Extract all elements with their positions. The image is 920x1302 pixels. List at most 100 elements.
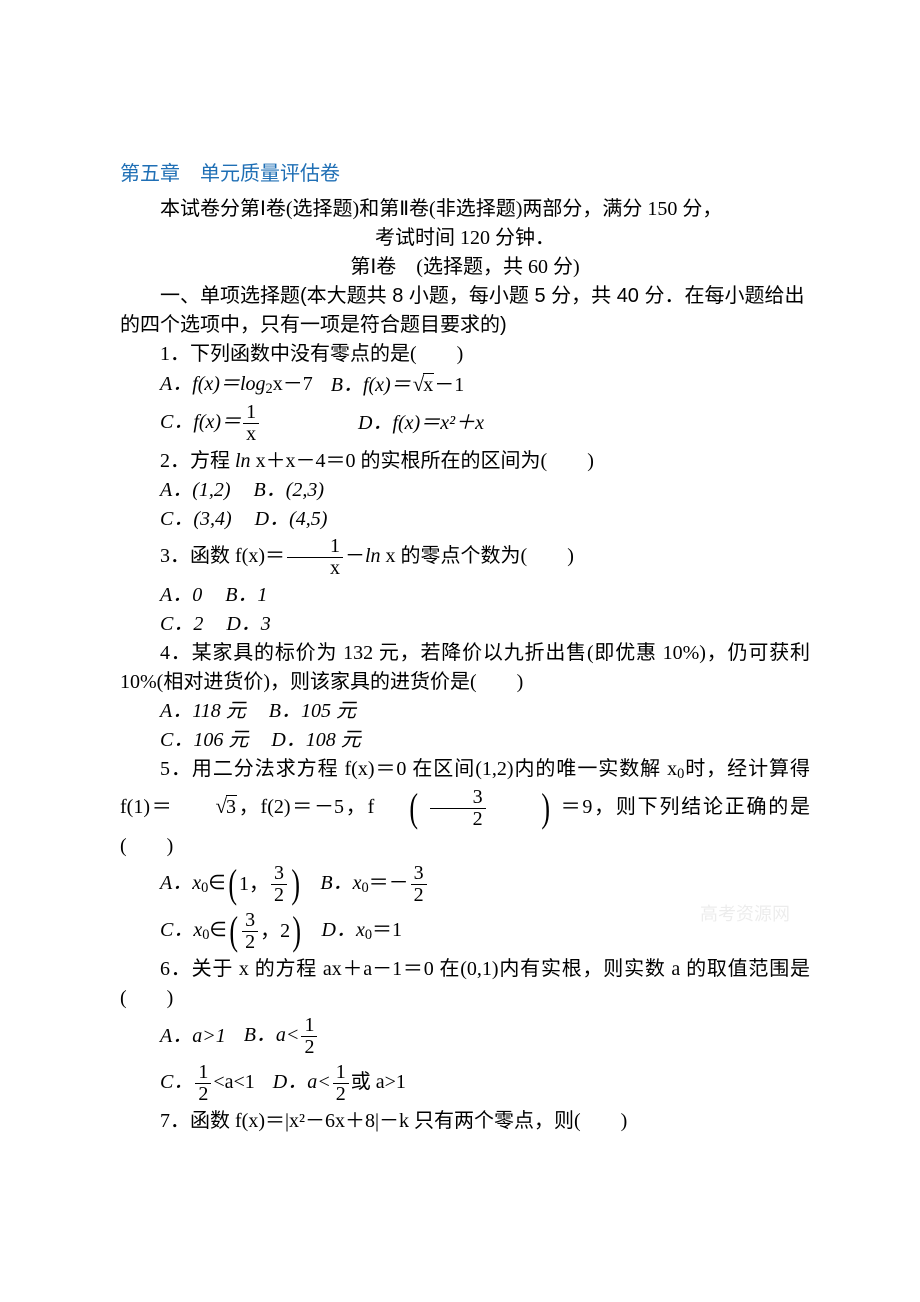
q6C-n: 1 <box>195 1062 211 1083</box>
q2-optA: A．(1,2) <box>160 479 231 501</box>
q1-optB-pre: B．f(x)＝ <box>331 374 411 396</box>
q2-row1: A．(1,2) B．(2,3) <box>120 476 810 505</box>
q5-optD: D．x0＝1 <box>322 916 403 946</box>
fraction-icon: 32 <box>271 863 287 906</box>
fraction-icon: 12 <box>195 1062 211 1105</box>
q2-post: x＋x－4＝0 的实根所在的区间为( ) <box>251 450 594 472</box>
q6-optD: D．a<12或 a>1 <box>273 1060 406 1107</box>
q1-optB-rad: x <box>423 373 434 396</box>
q5-optC: C．x0∈(32，2) <box>160 908 304 955</box>
q5C-ad: 2 <box>242 931 258 953</box>
q5-row1: A．x0∈(1，32) B．x0＝－32 <box>120 861 810 908</box>
q5B-d: 2 <box>411 884 427 906</box>
comma: ， <box>260 917 280 946</box>
q4-optD: D．108 元 <box>271 729 360 751</box>
q5C-mid: ∈ <box>209 919 226 941</box>
q3-pre: 3．函数 f(x)＝ <box>160 545 285 567</box>
q2-optB: B．(2,3) <box>254 479 325 501</box>
q1-optB-post: －1 <box>434 374 464 396</box>
fraction-icon: 12 <box>333 1062 349 1105</box>
q6C-d: 2 <box>195 1083 211 1105</box>
paren-block: (1，32) <box>226 861 303 908</box>
q5-row2: C．x0∈(32，2) D．x0＝1 <box>120 908 810 955</box>
q1-optA: A．f(x)＝log2x－7 <box>160 370 313 400</box>
intro-line-2: 考试时间 120 分钟． <box>120 224 810 253</box>
q3-optA: A．0 <box>160 584 202 606</box>
q5-mid2: ，f(2)＝－5，f <box>237 796 374 818</box>
sqrt-icon: x <box>411 369 435 400</box>
q6D-post: 或 a>1 <box>351 1071 406 1093</box>
q6D-n: 1 <box>333 1062 349 1083</box>
fraction-icon: 12 <box>301 1015 317 1058</box>
q6-row2: C．12<a<1 D．a<12或 a>1 <box>120 1060 810 1107</box>
fraction-icon: 1x <box>243 402 259 445</box>
q3-post: x 的零点个数为( ) <box>381 545 574 567</box>
q5-stem: 5．用二分法求方程 f(x)＝0 在区间(1,2)内的唯一实数解 x0时，经计算… <box>120 755 810 861</box>
q3-row2: C．2 D．3 <box>120 610 810 639</box>
q7-stem: 7．函数 f(x)＝|x²－6x＋8|－k 只有两个零点，则( ) <box>120 1107 810 1136</box>
q4-optB: B．105 元 <box>269 700 356 722</box>
q3-optC: C．2 <box>160 613 203 635</box>
q1-optA-post: x－7 <box>273 373 313 395</box>
q3-row1: A．0 B．1 <box>120 581 810 610</box>
q6C-post: <a<1 <box>213 1071 254 1093</box>
q4-optC: C．106 元 <box>160 729 248 751</box>
q5A-pre: A．x <box>160 872 201 894</box>
q5C-an: 3 <box>242 910 258 931</box>
q6D-pre: D．a< <box>273 1071 331 1093</box>
q3-ln: ln <box>365 545 381 567</box>
q1-options-row1: A．f(x)＝log2x－7 B．f(x)＝ x－1 <box>120 369 810 400</box>
q5A-bd: 2 <box>271 884 287 906</box>
q5A-mid: ∈ <box>208 872 225 894</box>
q5B-mid: ＝－ <box>369 872 409 894</box>
q5-fn: 3 <box>430 787 486 808</box>
q5-optB: B．x0＝－32 <box>320 861 428 908</box>
comma: ， <box>249 870 269 899</box>
q6-optB: B．a<12 <box>244 1013 320 1060</box>
q5A-bn: 3 <box>271 863 287 884</box>
q5-optA: A．x0∈(1，32) <box>160 861 302 908</box>
fraction-icon: 32 <box>242 910 258 953</box>
q3-mid: － <box>345 545 365 567</box>
section-1-run1: 一、单项选择题(本大题共 8 小题，每小题 5 分，共 40 分． <box>160 285 685 307</box>
q2-pre: 2．方程 <box>160 450 235 472</box>
q1-optA-pre: A．f(x)＝ <box>160 373 240 395</box>
q4-stem: 4．某家具的标价为 132 元，若降价以九折出售(即优惠 10%)，仍可获利 1… <box>120 639 810 697</box>
q2-optD: D．(4,5) <box>255 508 328 530</box>
q6D-d: 2 <box>333 1083 349 1105</box>
q1-stem: 1．下列函数中没有零点的是( ) <box>120 340 810 369</box>
q5B-sub: 0 <box>361 880 368 896</box>
q6B-pre: B．a< <box>244 1024 300 1046</box>
q5D-pre: D．x <box>322 919 365 941</box>
q5D-post: ＝1 <box>372 919 402 941</box>
q5-fd: 2 <box>430 808 486 830</box>
q6B-n: 1 <box>301 1015 317 1036</box>
q1-optA-log: log <box>240 373 266 395</box>
q2-optC: C．(3,4) <box>160 508 232 530</box>
q5B-n: 3 <box>411 863 427 884</box>
q2-row2: C．(3,4) D．(4,5) <box>120 505 810 534</box>
chapter-title: 第五章 单元质量评估卷 <box>120 160 810 189</box>
exam-page: 第五章 单元质量评估卷 本试卷分第Ⅰ卷(选择题)和第Ⅱ卷(非选择题)两部分，满分… <box>0 0 920 1196</box>
q6-stem: 6．关于 x 的方程 ax＋a－1＝0 在(0,1)内有实根，则实数 a 的取值… <box>120 955 810 1013</box>
q4-optA: A．118 元 <box>160 700 246 722</box>
q6B-d: 2 <box>301 1036 317 1058</box>
q5-pre: 5．用二分法求方程 f(x)＝0 在区间(1,2)内的唯一实数解 x <box>160 758 677 780</box>
q6-optC: C．12<a<1 <box>160 1060 255 1107</box>
q5C-b: 2 <box>280 917 290 946</box>
q1-optA-sub: 2 <box>266 381 273 397</box>
q3-optD: D．3 <box>226 613 270 635</box>
q1-optB: B．f(x)＝ x－1 <box>331 369 465 400</box>
q1-optC: C．f(x)＝1x <box>160 400 340 447</box>
q1-optC-pre: C．f(x)＝ <box>160 411 241 433</box>
q5A-a: 1 <box>239 870 249 899</box>
q3-den: x <box>287 557 343 579</box>
q4-row1: A．118 元 B．105 元 <box>120 697 810 726</box>
paren-block: (32，2) <box>227 908 304 955</box>
q3-optB: B．1 <box>225 584 267 606</box>
q3-stem: 3．函数 f(x)＝1x－ln x 的零点个数为( ) <box>120 534 810 581</box>
q5C-pre: C．x <box>160 919 202 941</box>
q6C-pre: C． <box>160 1071 193 1093</box>
fraction-icon: 1x <box>287 536 343 579</box>
q1-optD: D．f(x)＝x²＋x <box>358 409 484 438</box>
